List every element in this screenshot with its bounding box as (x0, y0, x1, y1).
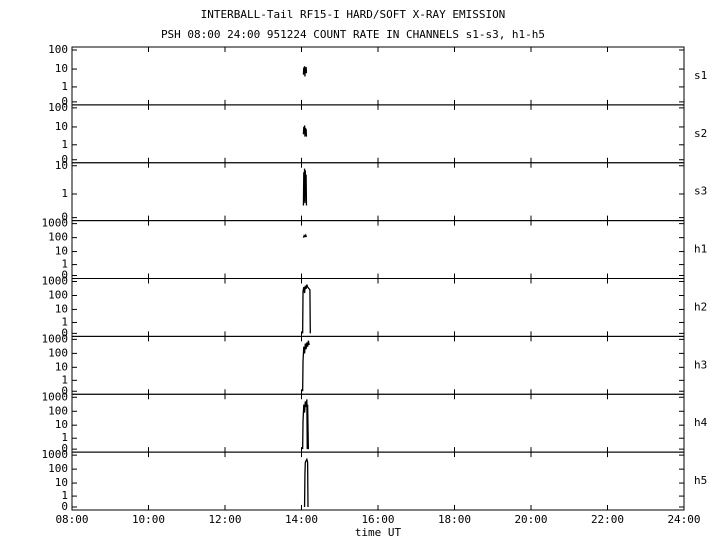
panel-frame (71, 278, 685, 337)
y-tick-label: 0 (61, 153, 68, 166)
data-line (302, 399, 310, 450)
y-tick-label: 0 (61, 384, 68, 397)
y-tick-label: 1000 (42, 275, 69, 288)
y-tick-label: 0 (61, 326, 68, 339)
x-tick-label: 24:00 (667, 513, 700, 526)
x-tick-label: 08:00 (55, 513, 88, 526)
data-line (302, 340, 310, 392)
y-tick-label: 0 (61, 442, 68, 455)
panel-frame (71, 393, 685, 453)
data-line (302, 284, 311, 334)
y-tick-label: 10 (55, 418, 68, 431)
y-tick-label: 10 (55, 360, 68, 373)
y-tick-label: 100 (48, 346, 68, 359)
y-tick-label: 1 (61, 431, 68, 444)
series-label: h4 (694, 416, 708, 429)
chart-title: INTERBALL-Tail RF15-I HARD/SOFT X-RAY EM… (201, 8, 506, 21)
data-line (302, 168, 308, 206)
y-tick-label: 0 (61, 211, 68, 224)
panel-frame (71, 162, 685, 222)
y-tick-label: 10 (55, 476, 68, 489)
y-tick-label: 0 (61, 95, 68, 108)
panel-frame (71, 220, 685, 279)
y-tick-label: 10 (55, 159, 68, 172)
y-tick-label: 1 (61, 315, 68, 328)
y-tick-label: 1 (61, 373, 68, 386)
x-tick-label: 16:00 (361, 513, 394, 526)
y-tick-label: 1 (61, 489, 68, 502)
y-tick-label: 10 (55, 62, 68, 75)
series-label: h3 (694, 358, 707, 371)
panel-frame (71, 451, 685, 511)
y-tick-label: 1 (61, 187, 68, 200)
y-tick-label: 1 (61, 138, 68, 151)
panel-frame (71, 104, 685, 164)
chart-subtitle: PSH 08:00 24:00 951224 COUNT RATE IN CHA… (161, 28, 545, 41)
y-tick-label: 100 (48, 101, 68, 114)
data-line (302, 125, 308, 137)
data-line (302, 66, 308, 77)
series-label: s2 (694, 127, 707, 140)
y-tick-label: 1 (61, 80, 68, 93)
y-tick-label: 1000 (42, 390, 69, 403)
series-label: s3 (694, 185, 707, 198)
y-tick-label: 10 (55, 245, 68, 258)
y-tick-label: 100 (48, 289, 68, 302)
x-tick-label: 12:00 (208, 513, 241, 526)
x-axis-label: time UT (355, 526, 402, 539)
y-tick-label: 100 (48, 231, 68, 244)
x-tick-label: 10:00 (132, 513, 165, 526)
y-tick-label: 1000 (42, 332, 69, 345)
y-tick-label: 10 (55, 302, 68, 315)
panel-frame (71, 335, 685, 395)
y-tick-label: 0 (61, 269, 68, 282)
y-tick-label: 0 (61, 500, 68, 513)
series-label: h1 (694, 243, 707, 256)
y-tick-label: 100 (48, 43, 68, 56)
data-line (303, 457, 309, 508)
data-line (302, 233, 308, 238)
x-tick-label: 22:00 (591, 513, 624, 526)
series-label: s1 (694, 69, 707, 82)
x-tick-label: 20:00 (514, 513, 547, 526)
panel-frame (71, 46, 685, 106)
y-tick-label: 100 (48, 404, 68, 417)
y-tick-label: 100 (48, 462, 68, 475)
series-label: h5 (694, 474, 707, 487)
x-tick-label: 18:00 (438, 513, 471, 526)
y-tick-label: 1000 (42, 217, 69, 230)
y-tick-label: 1 (61, 258, 68, 271)
x-tick-label: 14:00 (285, 513, 318, 526)
series-label: h2 (694, 300, 707, 313)
y-tick-label: 1000 (42, 448, 69, 461)
y-tick-label: 10 (55, 120, 68, 133)
